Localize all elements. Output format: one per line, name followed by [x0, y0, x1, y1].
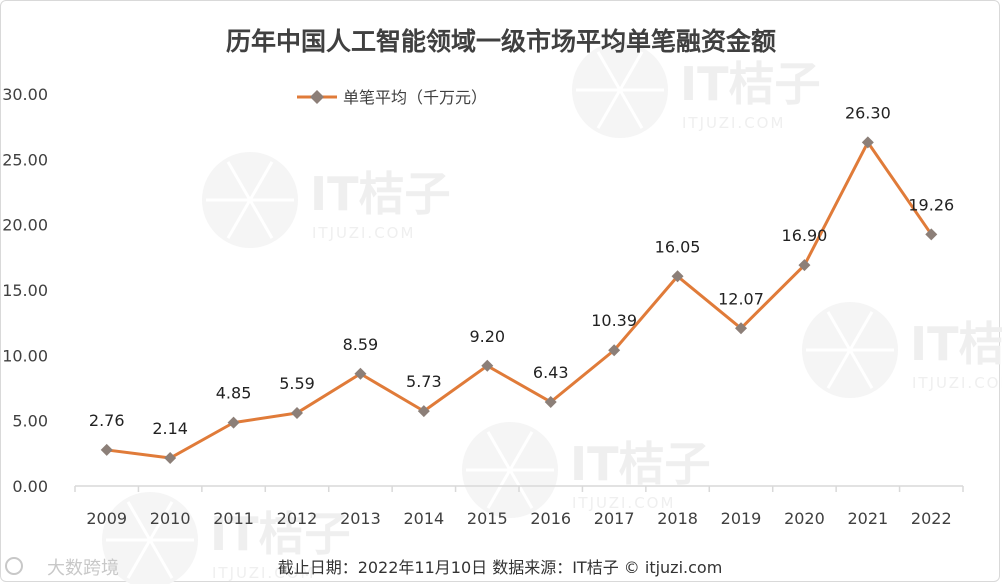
- watermark-sub: ITJUZI.COM: [212, 564, 315, 582]
- watermark-text: IT桔子: [210, 507, 351, 561]
- watermark-segment: [508, 431, 534, 471]
- data-point-marker: [354, 367, 367, 380]
- data-label: 8.59: [343, 335, 379, 354]
- legend: 单笔平均（千万元）: [297, 88, 487, 107]
- watermark-text: IT桔子: [680, 57, 821, 111]
- data-label: 2.14: [152, 419, 188, 438]
- data-point-marker: [798, 259, 811, 272]
- data-label: 16.90: [782, 226, 828, 245]
- y-tick-label: 30.00: [2, 85, 48, 104]
- x-tick-label: 2011: [213, 509, 254, 528]
- data-label: 6.43: [533, 363, 569, 382]
- watermark-segment: [126, 539, 152, 579]
- data-point-marker: [861, 136, 874, 149]
- watermark-segment: [148, 501, 174, 541]
- watermark-segment: [248, 161, 274, 201]
- watermark-segment: [226, 161, 252, 201]
- series-line: [106, 140, 933, 460]
- watermark-sub: ITJUZI.COM: [912, 374, 1002, 392]
- data-label: 4.85: [216, 384, 252, 403]
- x-tick-label: 2015: [467, 509, 508, 528]
- data-point-marker: [608, 344, 621, 357]
- x-tick-label: 2018: [657, 509, 698, 528]
- watermark-segment: [486, 431, 512, 471]
- data-label: 5.59: [279, 374, 315, 393]
- brand-logo-icon: [5, 557, 23, 575]
- watermark-sub: ITJUZI.COM: [572, 494, 675, 512]
- footer-note: 截止日期：2022年11月10日 数据来源：IT桔子 © itjuzi.com: [278, 558, 723, 577]
- y-tick-label: 5.00: [12, 412, 48, 431]
- data-point-marker: [417, 405, 430, 418]
- y-tick-label: 0.00: [12, 477, 48, 496]
- watermark-segment: [148, 539, 174, 579]
- watermark-segment: [508, 469, 534, 509]
- series-layer: 2.76 2.14 4.85 5.59 8.59 5.73 9.20 6.43 10.39 16.…: [89, 103, 954, 465]
- x-tick-label: 2013: [340, 509, 381, 528]
- data-label: 10.39: [591, 311, 637, 330]
- x-tick-label: 2019: [721, 509, 762, 528]
- legend-diamond-marker: [310, 90, 324, 104]
- watermark-text: IT桔子: [310, 167, 451, 221]
- watermark-segment: [226, 199, 252, 239]
- watermark-segment: [486, 469, 512, 509]
- data-point-marker: [544, 395, 557, 408]
- watermark-segment: [596, 51, 622, 91]
- y-tick-label: 10.00: [2, 346, 48, 365]
- data-point-marker: [735, 322, 747, 335]
- data-point-marker: [164, 452, 177, 465]
- data-label: 16.05: [655, 237, 701, 256]
- brand-text: 大数跨境: [47, 558, 119, 579]
- data-label: 2.76: [89, 411, 125, 430]
- watermark-0: IT桔子 ITJUZI.COM: [202, 152, 451, 248]
- x-tick-label: 2017: [594, 509, 635, 528]
- watermark-segment: [618, 89, 644, 129]
- watermark-segment: [826, 311, 852, 351]
- watermark-1: IT桔子 ITJUZI.COM: [572, 42, 821, 138]
- x-tick-label: 2020: [784, 509, 825, 528]
- watermark-segment: [826, 349, 852, 389]
- data-label: 19.26: [908, 195, 954, 214]
- chart-title: 历年中国人工智能领域一级市场平均单笔融资金额: [226, 27, 776, 56]
- watermark-text: IT桔子: [910, 317, 1002, 371]
- data-label: 12.07: [718, 289, 764, 308]
- data-label: 9.20: [469, 327, 505, 346]
- y-tick-label: 25.00: [2, 150, 48, 169]
- data-point-marker: [100, 443, 113, 456]
- data-label: 26.30: [845, 103, 891, 122]
- watermark-sub: ITJUZI.COM: [682, 114, 785, 132]
- data-point-marker: [291, 406, 303, 419]
- watermark-2: IT桔子 ITJUZI.COM: [462, 422, 711, 518]
- x-tick-label: 2016: [530, 509, 571, 528]
- watermark-segment: [126, 501, 152, 541]
- x-tick-label: 2010: [150, 509, 191, 528]
- x-tick-label: 2014: [403, 509, 444, 528]
- data-point-marker: [925, 228, 938, 241]
- brand-logo: 大数跨境: [5, 557, 119, 579]
- watermark-segment: [618, 51, 644, 91]
- y-axis: 0.00 5.00 10.00 15.00 20.00 25.00 30.00: [2, 85, 48, 496]
- watermark-text: IT桔子: [570, 437, 711, 491]
- watermark-segment: [848, 349, 874, 389]
- x-tick-label: 2021: [847, 509, 888, 528]
- x-tick-label: 2012: [277, 509, 318, 528]
- watermark-4: IT桔子 ITJUZI.COM: [802, 302, 1002, 398]
- x-tick-label: 2009: [86, 509, 127, 528]
- y-tick-label: 15.00: [2, 281, 48, 300]
- legend-label: 单笔平均（千万元）: [343, 88, 487, 107]
- watermark-sub: ITJUZI.COM: [312, 224, 415, 242]
- data-label: 5.73: [406, 372, 442, 391]
- data-point-marker: [227, 416, 240, 429]
- watermark-segment: [248, 199, 274, 239]
- data-point-marker: [481, 359, 494, 372]
- watermark-layer: IT桔子 ITJUZI.COM IT桔子 ITJUZI.COM IT桔子 ITJUZI.C…: [102, 42, 1002, 584]
- y-tick-label: 20.00: [2, 216, 48, 235]
- data-point-marker: [671, 270, 684, 283]
- watermark-segment: [848, 311, 874, 351]
- watermark-3: IT桔子 ITJUZI.COM: [102, 492, 351, 584]
- x-tick-label: 2022: [911, 509, 952, 528]
- watermark-segment: [596, 89, 622, 129]
- x-axis: 2009 2010 2011 2012 2013 2014 2015 2016 2017 2018…: [74, 485, 964, 528]
